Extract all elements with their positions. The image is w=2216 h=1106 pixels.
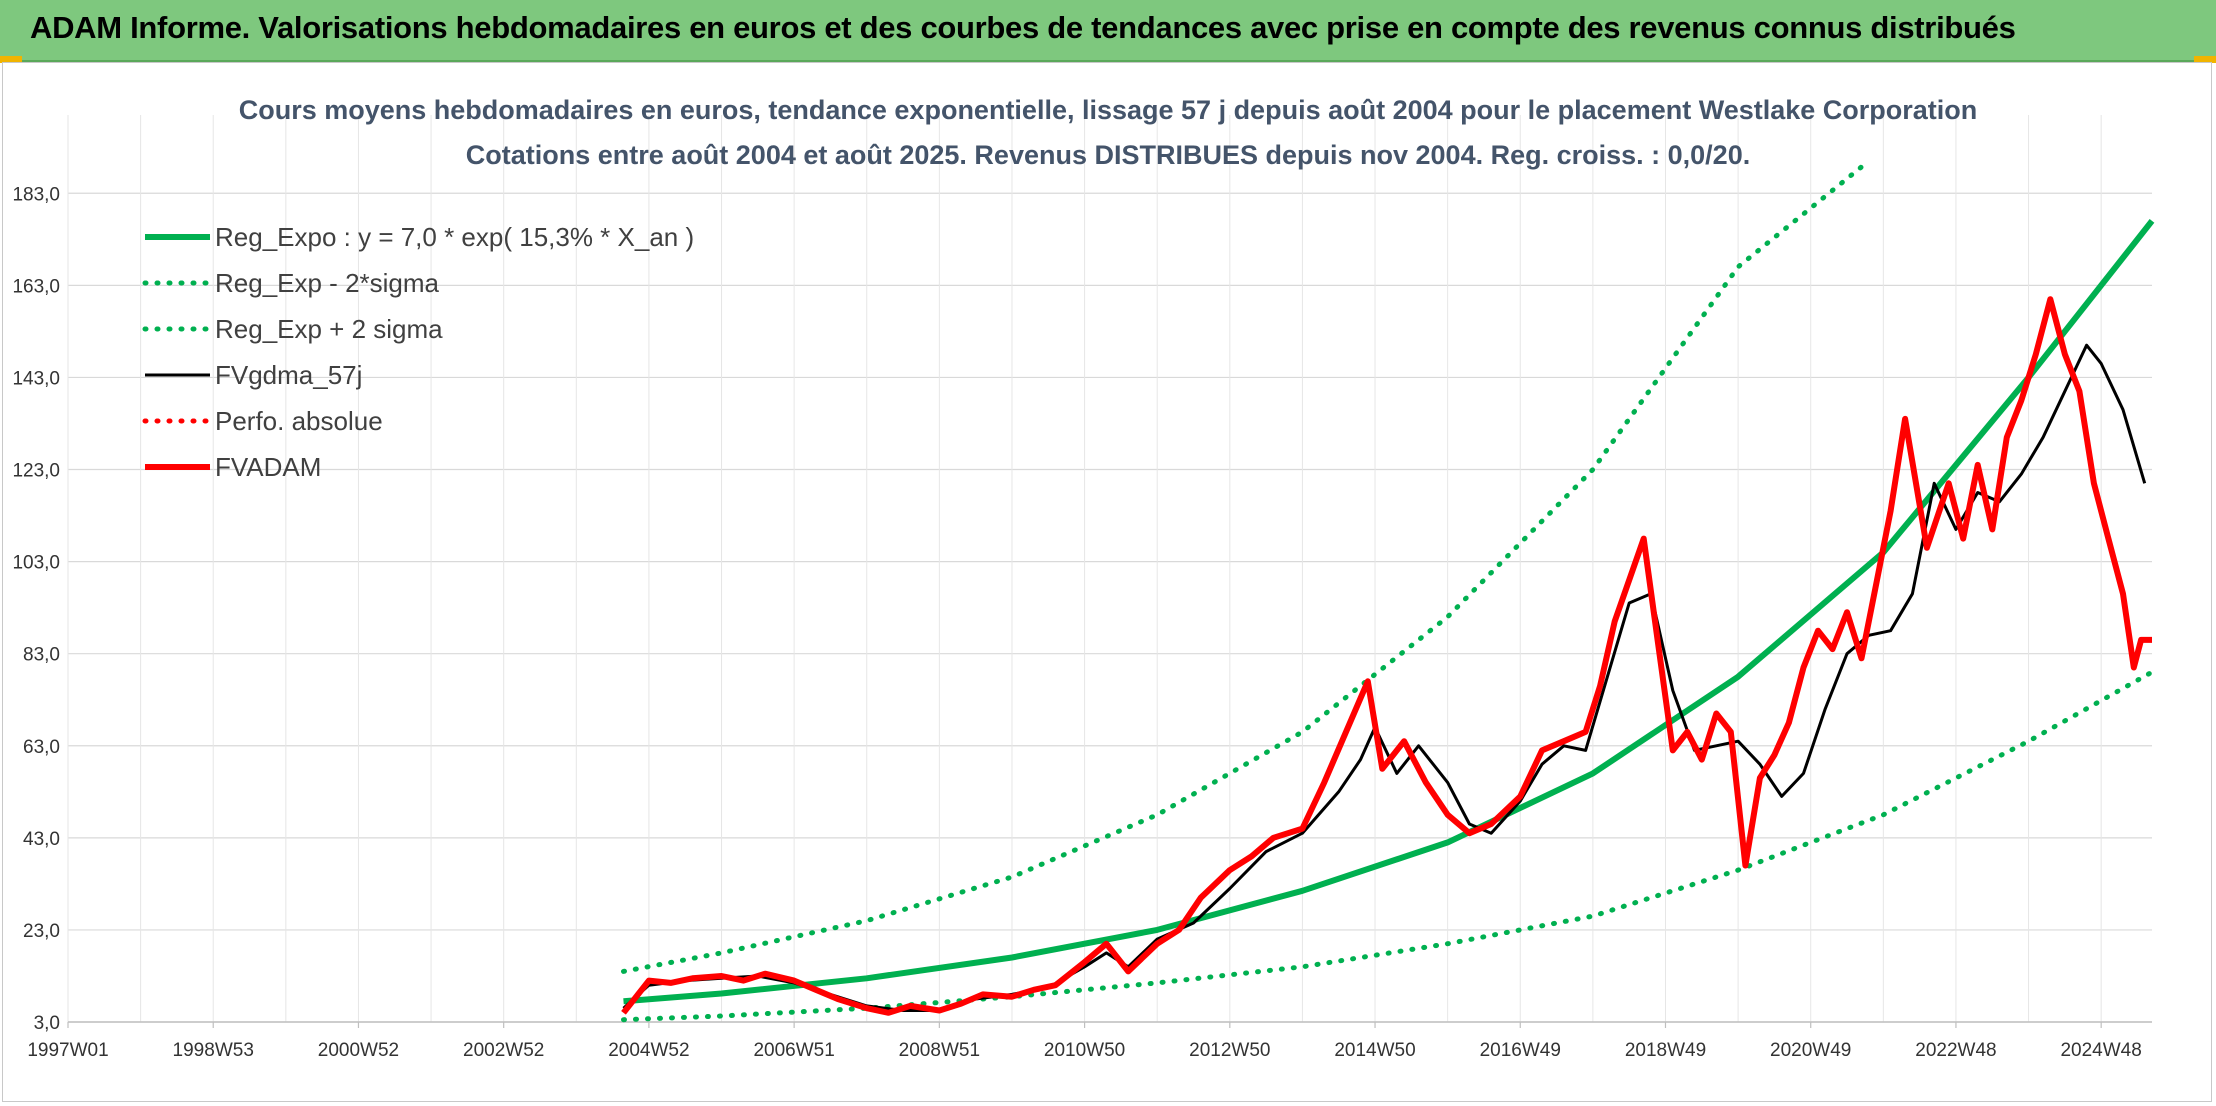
report-title: ADAM Informe. Valorisations hebdomadaire… [30, 10, 2016, 45]
y-tick-label: 83,0 [23, 645, 60, 666]
y-tick-label: 103,0 [12, 553, 60, 574]
chart-title: Cours moyens hebdomadaires en euros, ten… [239, 95, 1978, 125]
legend-label: Reg_Exp + 2 sigma [215, 314, 443, 344]
legend-label: Perfo. absolue [215, 406, 383, 436]
y-tick-label: 43,0 [23, 829, 60, 850]
x-tick-label: 2006W51 [753, 1040, 834, 1061]
axes: 3,0 23,0 43,0 63,0 83,0 103,0 123,0 143,0 163,0 1… [12, 184, 2152, 1061]
x-tick-label: 1998W53 [173, 1040, 254, 1061]
series [621, 158, 2155, 1023]
series-line-3 [622, 343, 2147, 1012]
x-tick-label: 2016W49 [1480, 1040, 1561, 1061]
y-tick-label: 3,0 [34, 1013, 60, 1034]
legend-label: Reg_Exp - 2*sigma [215, 268, 440, 298]
x-tick-label: 2002W52 [463, 1040, 544, 1061]
x-tick-label: 2018W49 [1625, 1040, 1706, 1061]
x-tick-label: 2008W51 [899, 1040, 980, 1061]
y-tick-label: 63,0 [23, 737, 60, 758]
grid [67, 115, 2152, 1023]
x-tick-label: 1997W01 [27, 1040, 108, 1061]
report-banner: ADAM Informe. Valorisations hebdomadaire… [0, 0, 2216, 62]
legend-label: Reg_Expo : y = 7,0 * exp( 15,3% * X_an ) [215, 222, 694, 252]
x-tick-label: 2010W50 [1044, 1040, 1125, 1061]
y-tick-label: 123,0 [12, 461, 60, 482]
chart-subtitle: Cotations entre août 2004 et août 2025. … [466, 140, 1750, 170]
y-tick-label: 23,0 [23, 921, 60, 942]
legend-label: FVADAM [215, 452, 321, 482]
x-tick-label: 2024W48 [2060, 1040, 2141, 1061]
legend: Reg_Expo : y = 7,0 * exp( 15,3% * X_an )… [142, 222, 694, 482]
y-tick-label: 143,0 [12, 368, 60, 389]
y-tick-label: 163,0 [12, 276, 60, 297]
x-tick-label: 2000W52 [318, 1040, 399, 1061]
series-line-1 [621, 669, 2155, 1023]
series-line-0 [623, 219, 2155, 1005]
y-tick-label: 183,0 [12, 184, 60, 205]
corner-marker-top-right [2194, 56, 2216, 63]
x-tick-label: 2020W49 [1770, 1040, 1851, 1061]
legend-label: FVgdma_57j [215, 360, 362, 390]
series-line-2 [621, 158, 1872, 974]
x-tick-label: 2004W52 [608, 1040, 689, 1061]
x-tick-label: 2022W48 [1915, 1040, 1996, 1061]
series-line-5 [621, 296, 2152, 1016]
x-tick-label: 2012W50 [1189, 1040, 1270, 1061]
chart-frame [2, 62, 2212, 1102]
x-tick-label: 2014W50 [1334, 1040, 1415, 1061]
corner-marker-top-left [0, 56, 22, 63]
